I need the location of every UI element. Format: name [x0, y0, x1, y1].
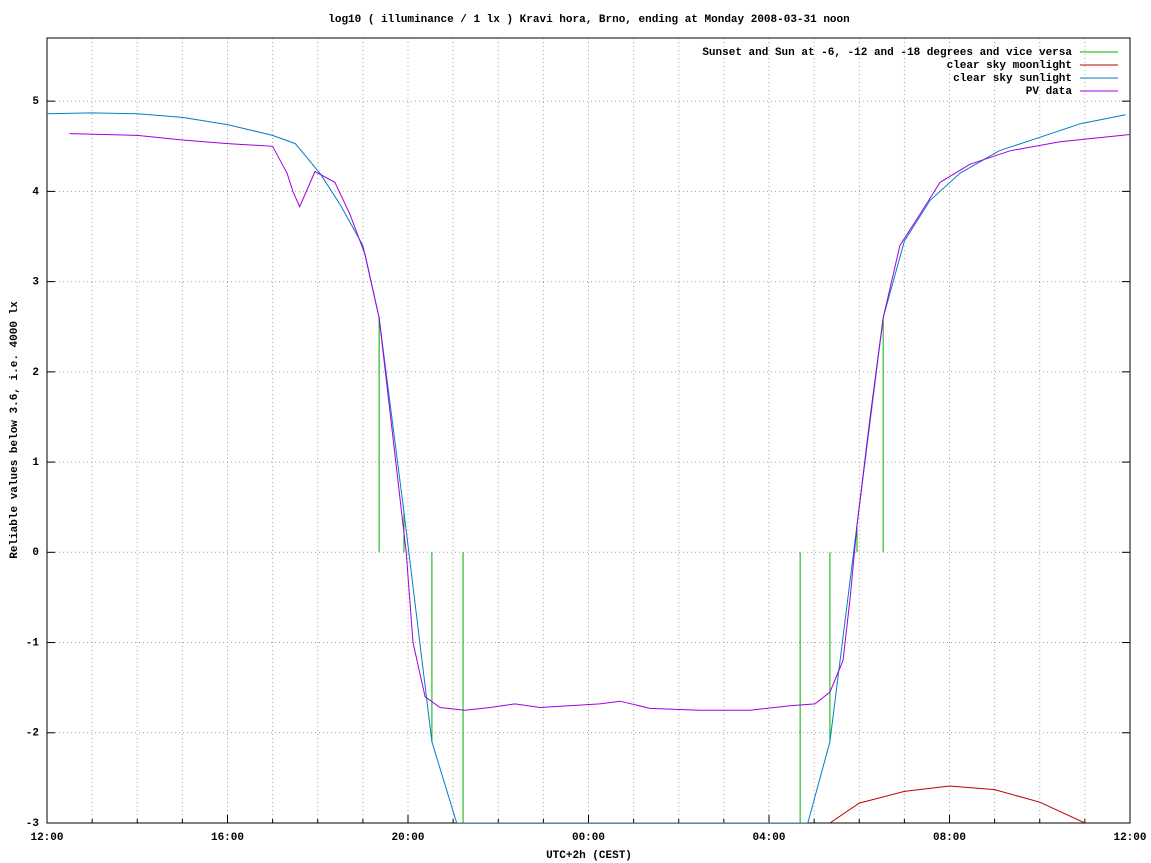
y-tick-label: -1: [26, 637, 40, 649]
chart-title: log10 ( illuminance / 1 lx ) Kravi hora,…: [328, 14, 850, 26]
legend-label: clear sky sunlight: [953, 73, 1072, 85]
y-tick-label: 2: [32, 367, 39, 379]
x-tick-label: 04:00: [752, 832, 785, 844]
plot-area: [47, 112, 1130, 823]
x-tick-label: 12:00: [30, 832, 63, 844]
y-tick-label: 3: [32, 277, 39, 289]
y-tick-label: 0: [32, 547, 39, 559]
x-tick-label: 08:00: [933, 832, 966, 844]
series-line: [69, 133, 1130, 711]
y-tick-label: 1: [32, 457, 39, 469]
legend-label: clear sky moonlight: [947, 60, 1072, 72]
x-tick-label: 00:00: [572, 832, 605, 844]
x-tick-label: 12:00: [1113, 832, 1146, 844]
x-axis-label: UTC+2h (CEST): [546, 850, 632, 862]
legend-label: Sunset and Sun at -6, -12 and -18 degree…: [702, 47, 1072, 59]
y-tick-label: 4: [32, 186, 39, 198]
series-line: [47, 112, 1126, 823]
x-tick-label: 16:00: [211, 832, 244, 844]
y-tick-label: -2: [26, 728, 39, 740]
y-axis-label: Reliable values below 3.6, i.e. 4000 lx: [9, 301, 21, 559]
series-line: [829, 785, 1086, 823]
x-tick-label: 20:00: [391, 832, 424, 844]
y-tick-label: 5: [32, 96, 39, 108]
legend-label: PV data: [1026, 86, 1073, 98]
y-tick-label: -3: [26, 818, 40, 830]
